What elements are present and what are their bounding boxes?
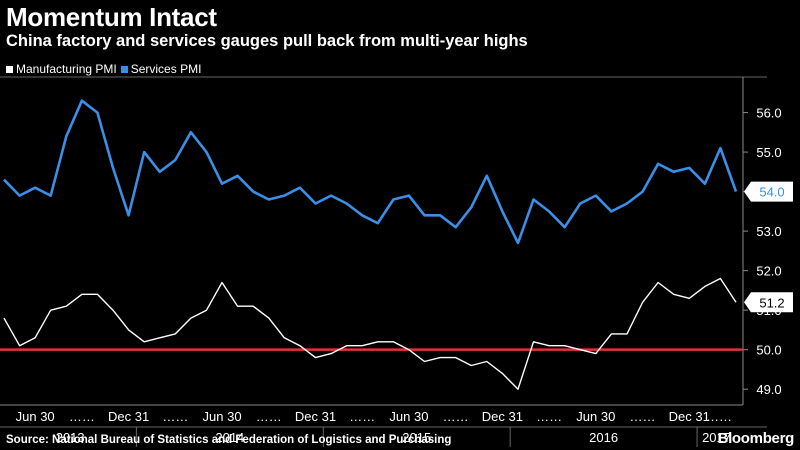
x-axis-dots: …… bbox=[69, 409, 95, 424]
y-tick-label: 53.0 bbox=[756, 224, 781, 239]
x-tick-label: Dec 31 bbox=[295, 409, 336, 424]
x-axis-dots: …… bbox=[630, 409, 656, 424]
bloomberg-logo: Bloomberg bbox=[717, 430, 795, 447]
x-tick-label: Dec 31 bbox=[108, 409, 149, 424]
legend-item-manufacturing: Manufacturing PMI bbox=[6, 62, 117, 76]
x-axis-dots: …… bbox=[349, 409, 375, 424]
x-year-label: 2016 bbox=[589, 430, 618, 445]
x-year-label: 2014 bbox=[215, 430, 244, 445]
x-axis-dots: …… bbox=[256, 409, 282, 424]
services-pmi-line bbox=[3, 99, 738, 245]
x-tick-label: Jun 30 bbox=[576, 409, 615, 424]
x-tick-label: Jun 30 bbox=[389, 409, 428, 424]
manufacturing-last-value-label: 51.2 bbox=[744, 292, 793, 313]
x-axis-dots: …… bbox=[162, 409, 188, 424]
legend: Manufacturing PMI Services PMI bbox=[6, 62, 205, 76]
x-axis-dots: …… bbox=[443, 409, 469, 424]
x-tick-label: Jun 30 bbox=[16, 409, 55, 424]
legend-swatch-services bbox=[120, 65, 128, 73]
legend-item-services: Services PMI bbox=[120, 62, 202, 76]
y-tick-label: 55.0 bbox=[756, 145, 781, 160]
chart-subtitle: China factory and services gauges pull b… bbox=[6, 32, 528, 50]
y-tick-label: 56.0 bbox=[756, 106, 781, 121]
value-tag-text: 54.0 bbox=[759, 185, 784, 200]
chart-title: Momentum Intact bbox=[6, 2, 217, 32]
x-year-label: 2015 bbox=[402, 430, 431, 445]
manufacturing-pmi-line bbox=[3, 277, 737, 390]
x-axis-dots: …… bbox=[536, 409, 562, 424]
legend-label-services: Services PMI bbox=[130, 62, 202, 76]
x-tick-label: Jun 30 bbox=[203, 409, 242, 424]
y-tick-label: 50.0 bbox=[756, 343, 781, 358]
value-tag-text: 51.2 bbox=[759, 295, 784, 310]
x-year-label: 2013 bbox=[56, 430, 85, 445]
x-tick-label: Dec 31 bbox=[482, 409, 523, 424]
value-tag-background bbox=[744, 292, 793, 313]
x-axis-dots: …… bbox=[706, 409, 732, 424]
legend-swatch-manufacturing bbox=[6, 65, 13, 73]
x-year-label: 2017 bbox=[702, 430, 731, 445]
y-tick-label: 52.0 bbox=[756, 264, 781, 279]
y-tick-label: 49.0 bbox=[756, 382, 781, 397]
services-last-value-label: 54.0 bbox=[744, 181, 793, 202]
x-tick-label: Dec 31 bbox=[669, 409, 710, 424]
legend-label-manufacturing: Manufacturing PMI bbox=[16, 62, 117, 76]
value-tag-background bbox=[744, 181, 793, 202]
source-note: Source: National Bureau of Statistics an… bbox=[6, 434, 452, 446]
